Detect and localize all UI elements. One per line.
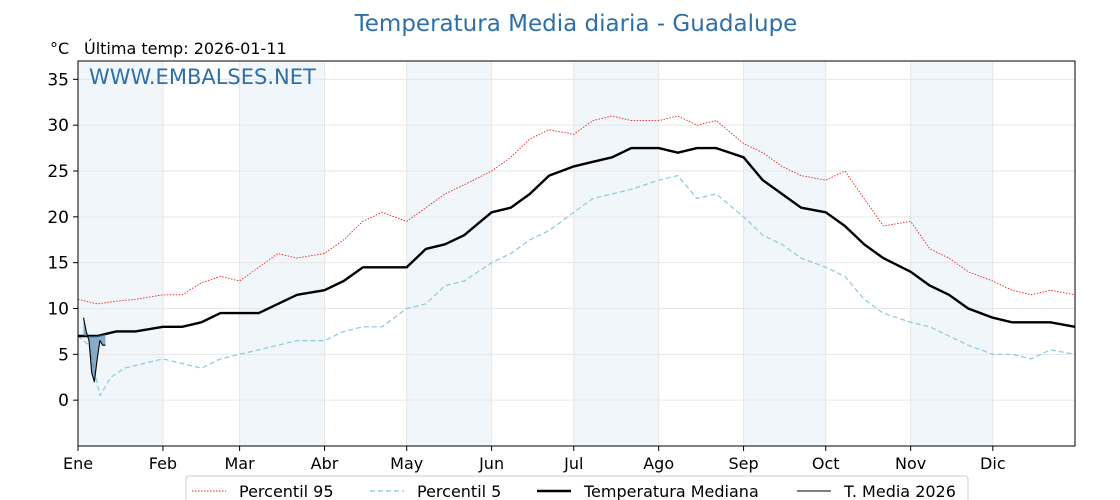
watermark: WWW.EMBALSES.NET (89, 65, 316, 89)
y-axis: 0 5 10 15 20 25 30 35 (47, 70, 78, 411)
y-tick-label: 30 (47, 116, 69, 136)
y-tick-label: 0 (58, 391, 69, 411)
x-tick-label-feb: Feb (149, 454, 177, 473)
plot-frame (77, 60, 1076, 447)
series-line-percentil-5 (77, 175, 1076, 397)
legend-label-t-media-2026: T. Media 2026 (843, 482, 956, 500)
y-tick-label: 20 (47, 208, 69, 228)
x-tick-label-ago: Ago (643, 454, 674, 473)
x-tick-label-jun: Jun (478, 454, 504, 473)
y-tick-label: 5 (58, 345, 69, 365)
legend-label-percentil-95: Percentil 95 (239, 482, 334, 500)
legend-label-percentil-5: Percentil 5 (417, 482, 501, 500)
series-line-percentil-95 (77, 115, 1076, 305)
x-tick-label-ene: Ene (63, 454, 93, 473)
month-shading (78, 61, 993, 446)
last-temp-label: Última temp: 2026-01-11 (84, 39, 287, 58)
x-axis: Ene Feb Mar Abr May Jun Jul Ago Sep Oct Nov Dic (63, 446, 1006, 473)
legend-label-temperatura-mediana: Temperatura Mediana (583, 482, 759, 500)
legend-box (185, 475, 969, 500)
unit-label: °C (50, 39, 69, 58)
y-tick-label: 35 (47, 70, 69, 90)
x-tick-label-abr: Abr (311, 454, 339, 473)
x-tick-label-sep: Sep (729, 454, 759, 473)
x-tick-label-nov: Nov (895, 454, 926, 473)
chart-title: Temperatura Media diaria - Guadalupe (354, 11, 798, 37)
legend: Percentil 95 Percentil 5 Temperatura Media… (185, 475, 969, 500)
month-band-mar (239, 61, 325, 446)
month-band-ene (78, 61, 163, 446)
month-band-sep (743, 61, 826, 446)
x-tick-label-may: May (390, 454, 423, 473)
month-band-nov (910, 61, 993, 446)
series-group (77, 115, 1076, 397)
y-tick-label: 25 (47, 162, 69, 182)
y-tick-label: 10 (47, 300, 69, 320)
x-tick-label-mar: Mar (225, 454, 256, 473)
x-tick-label-oct: Oct (812, 454, 840, 473)
month-band-jul (573, 61, 659, 446)
y-tick-label: 15 (47, 254, 69, 274)
x-tick-label-jul: Jul (563, 454, 583, 473)
x-tick-label-dic: Dic (980, 454, 1006, 473)
series-line-temperatura-mediana (78, 146, 1076, 338)
series-line-t-media-2026 (82, 317, 106, 383)
series-fill-t-media-2026 (83, 317, 106, 382)
